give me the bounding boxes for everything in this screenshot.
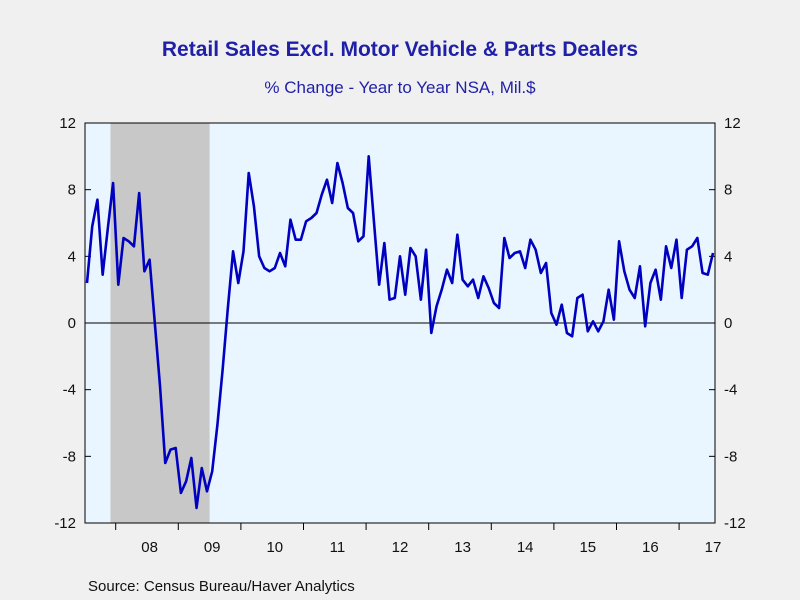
x-tick-label: 17 — [705, 539, 722, 556]
chart-source: Source: Census Bureau/Haver Analytics — [88, 578, 355, 595]
y-tick-label-left: -4 — [63, 382, 76, 399]
y-tick-label-right: 4 — [724, 248, 732, 265]
x-tick-label: 13 — [454, 539, 471, 556]
x-tick-label: 14 — [517, 539, 534, 556]
x-tick-label: 15 — [579, 539, 596, 556]
chart-subtitle: % Change - Year to Year NSA, Mil.$ — [264, 78, 536, 97]
y-tick-label-left: 12 — [59, 115, 76, 132]
x-tick-label: 08 — [141, 539, 158, 556]
y-tick-label-right: -12 — [724, 515, 746, 532]
y-tick-label-left: 4 — [68, 248, 76, 265]
plot-frame — [84, 122, 716, 524]
y-tick-label-right: 8 — [724, 182, 732, 199]
x-tick-label: 12 — [392, 539, 409, 556]
y-tick-label-right: -4 — [724, 382, 737, 399]
x-tick-label: 16 — [642, 539, 659, 556]
x-tick-label: 11 — [330, 539, 346, 556]
x-tick-label: 09 — [204, 539, 221, 556]
y-tick-label-right: 0 — [724, 315, 732, 332]
chart-title: Retail Sales Excl. Motor Vehicle & Parts… — [161, 38, 639, 61]
y-tick-label-left: 0 — [68, 315, 76, 332]
y-tick-label-right: -8 — [724, 448, 737, 465]
series-line — [85, 155, 715, 510]
y-tick-label-left: -12 — [54, 515, 76, 532]
y-tick-label-left: 8 — [68, 182, 76, 199]
y-tick-label-left: -8 — [63, 448, 76, 465]
y-tick-label-right: 12 — [724, 115, 741, 132]
x-tick-label: 10 — [266, 539, 283, 556]
